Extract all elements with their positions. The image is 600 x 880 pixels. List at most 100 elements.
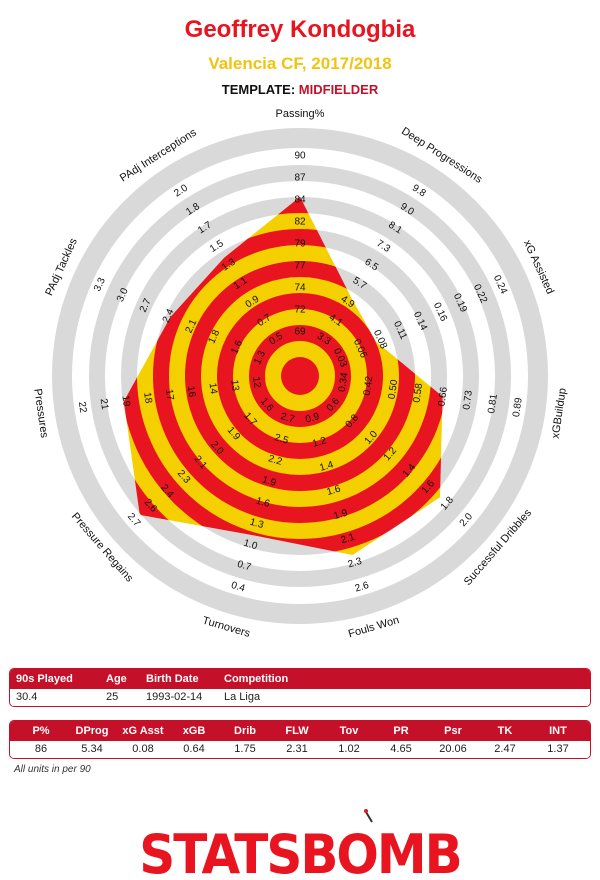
tick-label: 0.58 — [412, 382, 426, 403]
axis-label: xGBuildup — [550, 387, 569, 439]
template-value: MIDFIELDER — [298, 82, 379, 97]
stats-header-cell: xGB — [182, 725, 206, 737]
stats-header-cell: Psr — [444, 725, 462, 737]
stats-header-cell: DProg — [75, 725, 109, 737]
tick-label: 3.3 — [92, 276, 108, 294]
stats-value-cell: 0.08 — [132, 743, 154, 755]
tick-label: 2.5 — [273, 432, 290, 447]
tick-label: 1.3 — [252, 349, 268, 367]
stats-value-cell: 1.02 — [338, 743, 360, 755]
tick-label: 19 — [119, 395, 132, 408]
tick-label: 2.7 — [138, 297, 154, 315]
stats-value-cell: 1.75 — [234, 743, 256, 755]
tick-label: 79 — [294, 239, 306, 250]
stats-header-cell: INT — [549, 725, 567, 737]
tick-label: 12 — [250, 376, 263, 389]
tick-label: 14 — [207, 382, 220, 395]
tick-label: 1.9 — [333, 507, 350, 522]
stats-table-header: P% DProg xG Asst xGB Drib FLW Tov PR Psr… — [10, 721, 590, 741]
stats-value-cell: 0.64 — [183, 743, 205, 755]
stats-table: P% DProg xG Asst xGB Drib FLW Tov PR Psr… — [9, 720, 591, 759]
profile-header-cell: Age — [106, 673, 127, 685]
tick-label: 1.6 — [325, 483, 342, 498]
profile-header-cell: Birth Date — [146, 673, 199, 685]
profile-value-cell: 1993-02-14 — [146, 691, 203, 703]
tick-label: 82 — [294, 217, 306, 228]
bomb-icon — [364, 809, 373, 823]
tick-label: 2.6 — [354, 580, 371, 595]
stats-value-cell: 86 — [34, 743, 48, 755]
tick-label: 2.3 — [347, 556, 364, 571]
stats-header-cell: Tov — [339, 725, 359, 737]
tick-label: 13 — [228, 379, 241, 392]
stats-header-cell: TK — [497, 725, 513, 737]
tick-label: 1.9 — [261, 474, 278, 489]
center-dot — [281, 357, 319, 395]
tick-label: 18 — [141, 392, 154, 405]
axis-label: Turnovers — [201, 615, 252, 640]
stats-header-cell: PR — [393, 725, 409, 737]
tick-label: 2.4 — [161, 307, 177, 325]
tick-label: 1.0 — [242, 538, 259, 553]
tick-label: 2.2 — [267, 453, 284, 468]
tick-label: 2.7 — [279, 411, 296, 426]
profile-header-cell: 90s Played — [16, 673, 73, 685]
player-name: Geoffrey Kondogbia — [184, 16, 416, 43]
profile-value-cell: 25 — [106, 691, 119, 703]
tick-label: 22 — [76, 401, 89, 414]
units-footnote: All units in per 90 — [14, 764, 91, 775]
tick-label: 0.34 — [337, 371, 351, 392]
polygon-ring — [217, 293, 383, 459]
tick-label: 84 — [294, 195, 306, 206]
stats-header-cell: P% — [32, 725, 50, 737]
stats-value-cell: 20.06 — [439, 743, 467, 755]
tick-label: 0.50 — [387, 379, 401, 400]
stats-header-cell: xG Asst — [122, 725, 164, 737]
template-label: TEMPLATE: — [221, 82, 296, 97]
team-season: Valencia CF, 2017/2018 — [208, 54, 392, 73]
polygon-ring — [185, 261, 415, 491]
tick-label: 1.3 — [248, 517, 265, 532]
stats-value-cell: 5.34 — [81, 743, 103, 755]
tick-label: 2.1 — [340, 532, 357, 547]
tick-label: 1.4 — [318, 459, 335, 474]
tick-label: 0.89 — [511, 396, 525, 417]
profile-table: 90s Played Age Birth Date Competition 30… — [9, 668, 591, 707]
tick-label: 90 — [294, 151, 306, 162]
profile-header-cell: Competition — [224, 673, 289, 685]
axis-label: Fouls Won — [347, 614, 401, 640]
tick-label: 0.4 — [230, 580, 247, 595]
tick-label: 0.66 — [436, 386, 450, 407]
tick-label: 2.1 — [184, 317, 200, 335]
stats-value-cell: 2.31 — [286, 743, 308, 755]
outer-ring — [52, 128, 548, 624]
axis-label: Passing% — [276, 108, 325, 120]
profile-table-header: 90s Played Age Birth Date Competition — [10, 669, 590, 689]
stats-value-cell: 2.47 — [494, 743, 516, 755]
tick-label: 0.73 — [461, 389, 475, 410]
tick-label: 1.6 — [255, 496, 272, 511]
tick-label: 0.42 — [362, 375, 376, 396]
polygon-ring — [249, 325, 351, 427]
statsbomb-logo: STATSBOMB — [139, 809, 463, 878]
tick-label: 0.9 — [304, 411, 321, 426]
tick-label: 77 — [294, 261, 306, 272]
stats-value-cell: 4.65 — [390, 743, 412, 755]
tick-label: 1.6 — [229, 338, 245, 356]
radar-chart: 697274777982848790Passing%3.34.14.95.76.… — [31, 108, 569, 641]
profile-table-row: 30.4 25 1993-02-14 La Liga — [10, 689, 590, 706]
tick-label: 74 — [294, 283, 306, 294]
tick-label: 87 — [294, 173, 306, 184]
logo-wordmark: STATSBOMB — [139, 824, 461, 878]
profile-value-cell: La Liga — [224, 691, 261, 703]
tick-label: 0.7 — [236, 559, 253, 574]
template-line: TEMPLATE: MIDFIELDER — [0, 82, 600, 97]
tick-label: 72 — [294, 305, 306, 316]
stats-header-cell: FLW — [285, 725, 309, 737]
profile-value-cell: 30.4 — [16, 691, 38, 703]
tick-label: 1.2 — [311, 435, 328, 450]
stats-value-cell: 1.37 — [547, 743, 569, 755]
stats-header-cell: Drib — [234, 725, 256, 737]
stats-table-row: 86 5.34 0.08 0.64 1.75 2.31 1.02 4.65 20… — [10, 741, 590, 758]
tick-label: 21 — [98, 398, 111, 411]
